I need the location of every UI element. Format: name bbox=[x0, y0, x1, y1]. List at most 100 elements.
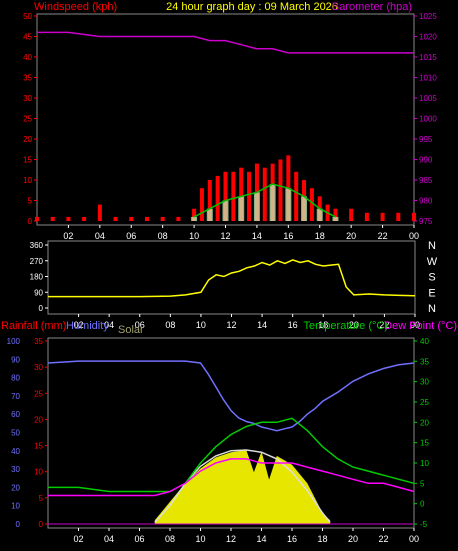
windspeed-bar bbox=[380, 212, 385, 221]
rain-ytick-label: 30 bbox=[34, 363, 43, 372]
temp-ytick-label: 40 bbox=[420, 337, 429, 346]
wind-ytick-label: 50 bbox=[23, 12, 32, 21]
windspeed-bar bbox=[113, 216, 118, 221]
temp-xtick-label: 12 bbox=[226, 534, 236, 544]
gust-bar bbox=[316, 208, 323, 221]
wind-plot: 0510152025303540455097598098599099510001… bbox=[23, 12, 437, 241]
gust-bar bbox=[222, 200, 229, 221]
gust-bar bbox=[238, 196, 245, 221]
windspeed-bar bbox=[192, 208, 197, 221]
windspeed-bar bbox=[176, 216, 181, 221]
windspeed-bar bbox=[278, 159, 283, 221]
temperature-axis-label: Temperature (°C) bbox=[304, 320, 388, 332]
humidity-ytick-label: 40 bbox=[11, 447, 20, 456]
wind-xtick-label: 10 bbox=[189, 231, 199, 241]
dir-xtick-label: 18 bbox=[318, 320, 328, 330]
dir-xtick-label: 04 bbox=[104, 320, 114, 330]
windspeed-bar bbox=[215, 175, 220, 221]
humidity-ytick-label: 100 bbox=[7, 337, 21, 346]
wind-direction-line bbox=[48, 259, 416, 298]
windspeed-axis-label: Windspeed (kph) bbox=[34, 1, 117, 13]
dir-xtick-label: 12 bbox=[226, 320, 236, 330]
humidity-ytick-label: 50 bbox=[11, 429, 20, 438]
baro-ytick-label: 1005 bbox=[419, 94, 437, 103]
wind-ytick-label: 45 bbox=[23, 33, 32, 42]
dir-xtick-label: 16 bbox=[288, 320, 298, 330]
rain-ytick-label: 25 bbox=[34, 389, 43, 398]
temp-xtick-label: 04 bbox=[104, 534, 114, 544]
dir-xtick-label: 06 bbox=[135, 320, 145, 330]
windspeed-bar bbox=[160, 216, 165, 221]
barometer-axis-label: Barometer (hpa) bbox=[332, 1, 412, 13]
dir-xtick-label: 14 bbox=[257, 320, 267, 330]
temp-ytick-label: 30 bbox=[420, 378, 429, 387]
humidity-ytick-label: 0 bbox=[16, 520, 21, 529]
baro-ytick-label: 1010 bbox=[419, 74, 437, 83]
temp-xtick-label: 02 bbox=[73, 534, 83, 544]
temp-ytick-label: 20 bbox=[420, 418, 429, 427]
dir-ytick-label: 0 bbox=[39, 304, 44, 313]
windspeed-bar bbox=[199, 188, 204, 221]
humidity-ytick-label: 60 bbox=[11, 410, 20, 419]
dir-xtick-label: 00 bbox=[410, 320, 420, 330]
windspeed-bar bbox=[82, 216, 87, 221]
dir-ytick-label: 360 bbox=[30, 241, 44, 250]
baro-ytick-label: 1025 bbox=[419, 12, 437, 21]
wind-xtick-label: 08 bbox=[158, 231, 168, 241]
wind-ytick-label: 20 bbox=[23, 135, 32, 144]
temp-ytick-label: 35 bbox=[420, 357, 429, 366]
humidity-ytick-label: 70 bbox=[11, 392, 20, 401]
humidity-ytick-label: 10 bbox=[11, 502, 20, 511]
gust-bar bbox=[191, 216, 198, 221]
windspeed-bar bbox=[349, 208, 354, 221]
rain-ytick-label: 5 bbox=[39, 494, 44, 503]
wind-xtick-label: 06 bbox=[126, 231, 136, 241]
temp-plot: 010203040506070809010005101520253035-505… bbox=[7, 337, 430, 544]
compass-label: N bbox=[428, 303, 436, 315]
windspeed-bar bbox=[412, 212, 416, 221]
dir-xtick-label: 20 bbox=[349, 320, 359, 330]
temp-xtick-label: 14 bbox=[256, 534, 266, 544]
baro-ytick-label: 980 bbox=[419, 197, 433, 206]
wind-xtick-label: 20 bbox=[346, 231, 356, 241]
windspeed-bar bbox=[309, 188, 314, 221]
direction-plot-frame bbox=[47, 240, 416, 315]
temp-ytick-label: 10 bbox=[420, 459, 429, 468]
gust-line bbox=[193, 183, 336, 218]
temp-ytick-label: 5 bbox=[420, 479, 425, 488]
windspeed-bar bbox=[364, 212, 369, 221]
temperature-line bbox=[48, 417, 415, 493]
wind-ytick-label: 35 bbox=[23, 74, 32, 83]
temp-xtick-label: 06 bbox=[134, 534, 144, 544]
compass-label: W bbox=[427, 256, 438, 268]
windspeed-bar bbox=[231, 171, 236, 221]
dir-ytick-label: 270 bbox=[30, 257, 44, 266]
wind-xtick-label: 12 bbox=[220, 231, 230, 241]
humidity-ytick-label: 90 bbox=[11, 355, 20, 364]
dir-xtick-label: 08 bbox=[165, 320, 175, 330]
baro-ytick-label: 990 bbox=[419, 156, 433, 165]
chart-title: 24 hour graph day : 09 March 2026 bbox=[166, 1, 338, 13]
windspeed-bar bbox=[35, 216, 39, 221]
rain-ytick-label: 35 bbox=[34, 337, 43, 346]
humidity-line bbox=[47, 360, 415, 432]
temp-ytick-label: 15 bbox=[420, 439, 429, 448]
dir-xtick-label: 10 bbox=[196, 320, 206, 330]
temp-ytick-label: 0 bbox=[420, 500, 425, 509]
gust-bar bbox=[332, 216, 339, 221]
temp-xtick-label: 22 bbox=[378, 534, 388, 544]
temp-xtick-label: 16 bbox=[287, 534, 297, 544]
windspeed-bar bbox=[223, 171, 228, 221]
baro-ytick-label: 1000 bbox=[419, 115, 437, 124]
dewpoint-line bbox=[48, 458, 415, 497]
temp-xtick-label: 00 bbox=[409, 534, 419, 544]
dir-ytick-label: 180 bbox=[30, 273, 44, 282]
windspeed-bar bbox=[239, 167, 244, 221]
compass-label: S bbox=[428, 272, 435, 284]
windspeed-bar bbox=[333, 208, 338, 221]
temp-xtick-label: 10 bbox=[195, 534, 205, 544]
baro-ytick-label: 995 bbox=[419, 135, 433, 144]
wind-xtick-label: 22 bbox=[378, 231, 388, 241]
dewpoint-axis-label: Dew Point (°C) bbox=[384, 320, 457, 332]
dir-xtick-label: 02 bbox=[74, 320, 84, 330]
